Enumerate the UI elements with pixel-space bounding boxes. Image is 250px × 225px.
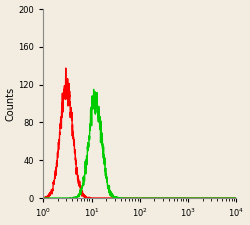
Y-axis label: Counts: Counts — [6, 86, 16, 121]
